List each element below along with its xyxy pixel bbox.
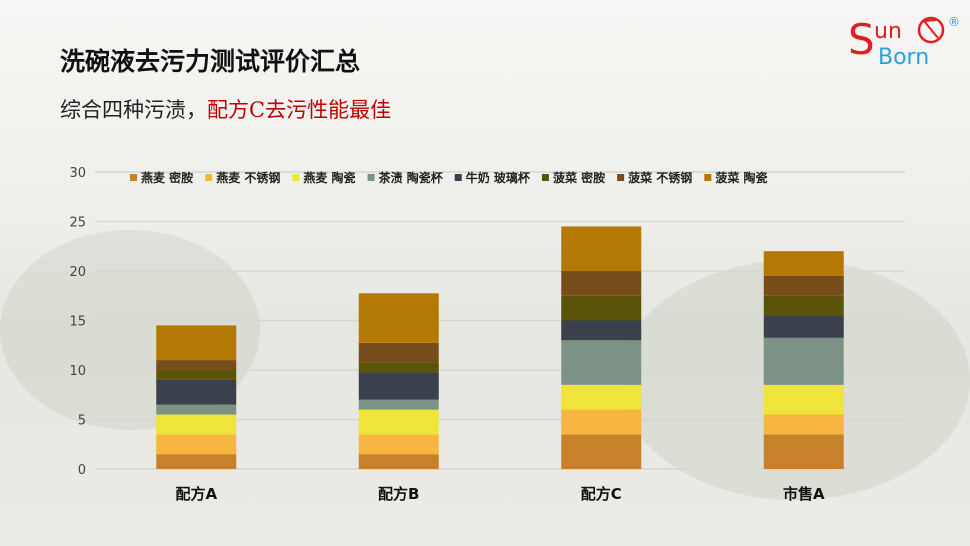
svg-text:Born: Born [878, 45, 929, 70]
legend-label: 菠菜 陶瓷 [715, 170, 767, 185]
bar-segment [763, 434, 844, 469]
bar-segment [156, 434, 237, 455]
legend-label: 菠菜 不锈钢 [628, 170, 692, 185]
bar-segment [763, 337, 844, 385]
y-tick-label: 15 [69, 315, 86, 330]
legend-swatch [130, 174, 137, 181]
bar-segment [561, 295, 642, 321]
legend-swatch [454, 174, 462, 181]
subtitle-prefix: 综合四种污渍， [60, 98, 207, 122]
x-category-label: 配方A [175, 485, 217, 503]
bar-segment [156, 370, 237, 380]
y-tick-label: 10 [69, 364, 86, 379]
bar-segment [561, 226, 642, 271]
subtitle-highlight: 配方C去污性能最佳 [207, 98, 392, 122]
svg-text:un: un [874, 19, 902, 44]
legend-label: 燕麦 密胺 [141, 170, 193, 185]
page-title: 洗碗液去污力测试评价汇总 [60, 47, 361, 76]
bar-segment [358, 362, 439, 373]
bar-segment [358, 399, 439, 410]
bar-segment [561, 409, 642, 435]
legend-swatch [541, 174, 549, 181]
bar-segment [763, 251, 844, 276]
y-tick-label: 5 [78, 414, 86, 429]
bar-segment [156, 404, 237, 415]
legend-label: 菠菜 密胺 [553, 170, 605, 185]
bar-segment [561, 271, 642, 296]
bar-segment [156, 454, 237, 469]
bar-segment [156, 414, 237, 435]
svg-text:®: ® [948, 15, 960, 29]
bar-segment [358, 409, 439, 435]
legend-swatch [617, 174, 625, 181]
x-category-label: 配方B [378, 485, 419, 503]
legend-swatch [205, 174, 213, 181]
y-tick-label: 30 [69, 166, 86, 181]
bar-segment [156, 325, 237, 361]
y-tick-label: 25 [69, 216, 86, 231]
bar-segment [763, 315, 844, 338]
bar-segment [358, 293, 439, 343]
bar-segment [358, 342, 439, 363]
bar-segment [156, 360, 237, 370]
bar-segment [763, 384, 844, 415]
bar-segment [358, 434, 439, 455]
subtitle: 综合四种污渍，配方C去污性能最佳 [60, 94, 391, 124]
y-tick-label: 0 [78, 463, 86, 478]
legend-label: 茶渍 陶瓷杯 [378, 170, 444, 185]
bar-segment [561, 384, 642, 410]
legend-swatch [704, 174, 712, 181]
x-category-label: 配方C [581, 485, 622, 503]
sunborn-logo: S un Born ® [848, 15, 960, 70]
legend-swatch [292, 174, 300, 181]
legend-swatch [367, 174, 375, 181]
bar-segment [561, 340, 642, 385]
bar-segment [763, 295, 844, 316]
bar-segment [561, 434, 642, 469]
legend-label: 牛奶 玻璃杯 [466, 170, 531, 185]
svg-text:S: S [848, 15, 875, 64]
bar-segment [156, 379, 237, 405]
legend-label: 燕麦 不锈钢 [216, 170, 280, 185]
legend-label: 燕麦 陶瓷 [303, 170, 355, 185]
bar-segment [763, 275, 844, 296]
bar-segment [358, 372, 439, 400]
bar-segment [561, 320, 642, 341]
y-tick-label: 20 [69, 265, 86, 280]
bar-segment [358, 454, 439, 469]
x-category-label: 市售A [783, 485, 825, 503]
bar-segment [763, 414, 844, 435]
